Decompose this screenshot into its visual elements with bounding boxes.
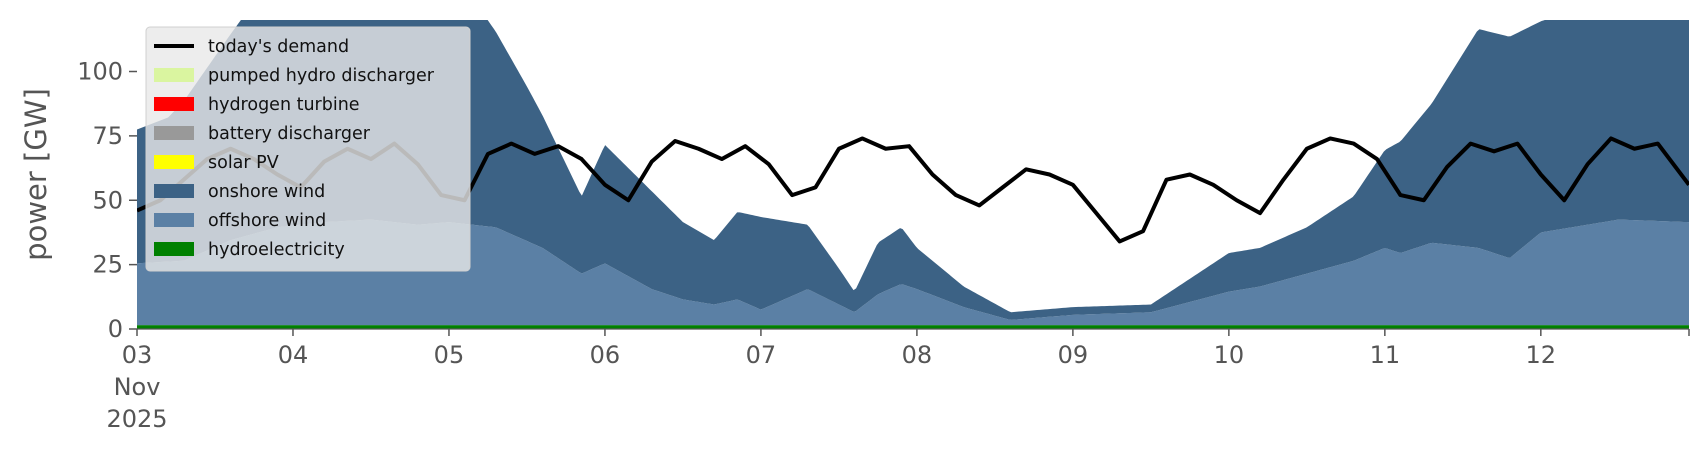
x-tick-label: 07	[746, 341, 777, 369]
area-offshore-wind	[137, 219, 1689, 326]
legend: today's demand pumped hydro discharger hyd…	[145, 26, 471, 272]
x-tick-label: 03	[122, 341, 153, 369]
stacked-areas	[137, 20, 1689, 329]
area-hydroelectricity	[137, 325, 1689, 329]
legend-label: hydroelectricity	[208, 240, 345, 260]
legend-swatch	[154, 68, 194, 82]
x-tick-label: 11	[1370, 341, 1401, 369]
legend-swatch	[154, 126, 194, 140]
legend-label: offshore wind	[208, 211, 326, 231]
y-tick-label: 50	[92, 186, 123, 214]
y-axis-label: power [GW]	[19, 88, 53, 261]
y-tick-label: 0	[108, 315, 123, 343]
legend-frame	[145, 26, 471, 272]
x-tick-label: Nov	[114, 373, 161, 401]
x-tick-label: 09	[1058, 341, 1089, 369]
x-tick-label: 12	[1526, 341, 1557, 369]
legend-swatch	[154, 184, 194, 198]
legend-swatch	[154, 155, 194, 169]
legend-label: solar PV	[208, 153, 279, 173]
y-tick-label: 75	[92, 122, 123, 150]
legend-swatch	[154, 242, 194, 256]
axes: 0 25 50 75 100 03 Nov 2025 04 05 06 07 08 09 10 11 12	[77, 58, 1690, 433]
x-tick-label: 05	[434, 341, 465, 369]
legend-label: pumped hydro discharger	[208, 66, 435, 86]
area-onshore-wind	[137, 20, 1689, 320]
legend-label: hydrogen turbine	[208, 95, 360, 115]
x-tick-label: 10	[1214, 341, 1245, 369]
legend-swatch	[154, 213, 194, 227]
legend-swatch	[154, 97, 194, 111]
x-tick-label: 06	[590, 341, 621, 369]
legend-label: battery discharger	[208, 124, 371, 144]
y-tick-label: 25	[92, 251, 123, 279]
legend-label: today's demand	[208, 37, 349, 57]
x-tick-label: 2025	[106, 405, 167, 433]
x-tick-label: 04	[278, 341, 309, 369]
x-tick-label: 08	[902, 341, 933, 369]
legend-label: onshore wind	[208, 182, 325, 202]
y-tick-label: 100	[77, 58, 123, 86]
